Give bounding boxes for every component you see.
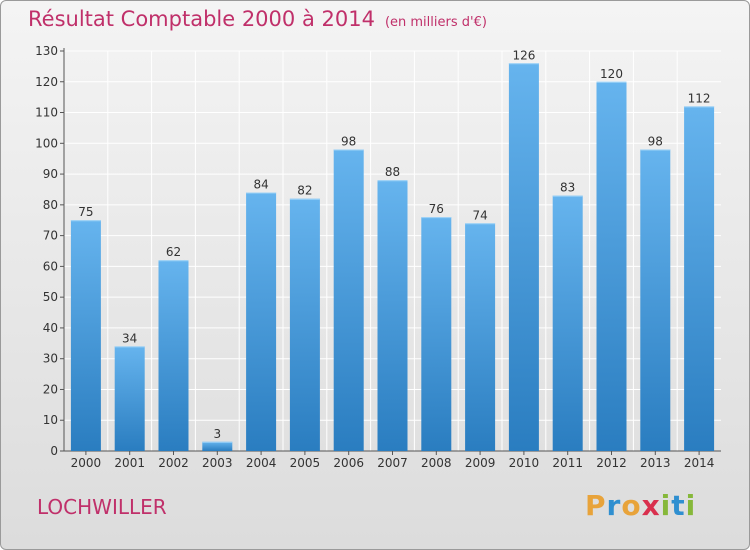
x-tick-label: 2001 [114, 456, 145, 470]
x-tick-label: 2000 [71, 456, 102, 470]
data-label: 76 [429, 202, 444, 216]
y-tick-label: 60 [43, 259, 58, 273]
y-tick-label: 40 [43, 321, 58, 335]
bar [684, 106, 715, 451]
data-label: 75 [78, 205, 93, 219]
y-tick-label: 80 [43, 198, 58, 212]
chart-unit: (en milliers d'€) [384, 15, 487, 30]
y-tick-label: 100 [35, 136, 58, 150]
x-tick-label: 2005 [290, 456, 321, 470]
logo-letter: r [606, 489, 622, 522]
bar [377, 180, 408, 451]
x-tick-label: 2002 [158, 456, 189, 470]
y-tick-label: 70 [43, 229, 58, 243]
data-label: 98 [341, 134, 356, 148]
logo-letter: x [641, 489, 661, 522]
x-tick-label: 2009 [465, 456, 496, 470]
bar [596, 81, 627, 452]
y-tick-label: 120 [35, 75, 58, 89]
x-tick-label: 2003 [202, 456, 233, 470]
bar [508, 63, 539, 452]
logo-letter: o [621, 489, 642, 522]
data-label: 88 [385, 165, 400, 179]
y-tick-label: 50 [43, 290, 58, 304]
bars [70, 63, 715, 452]
bar [552, 195, 583, 451]
data-label: 126 [512, 48, 535, 62]
x-tick-label: 2007 [377, 456, 408, 470]
data-label: 98 [648, 134, 663, 148]
data-label: 34 [122, 331, 137, 345]
bar [465, 223, 496, 451]
x-tick-label: 2012 [596, 456, 627, 470]
location-name: LOCHWILLER [37, 495, 167, 519]
logo-letter: P [585, 489, 607, 522]
bar [70, 220, 101, 451]
bar [289, 198, 320, 451]
y-tick-label: 110 [35, 106, 58, 120]
bar [202, 441, 233, 451]
y-tick-label: 0 [50, 444, 58, 458]
y-tick-label: 30 [43, 352, 58, 366]
x-tick-label: 2008 [421, 456, 452, 470]
logo-letter: t [671, 489, 686, 522]
y-tick-label: 130 [35, 44, 58, 58]
bar [114, 346, 145, 451]
data-labels: 75 34 62 3 84 82 98 88 76 74 126 83 120 98 112 [78, 48, 710, 440]
data-label: 120 [600, 67, 623, 81]
logo-letter: i [685, 489, 697, 522]
bar [421, 217, 452, 451]
data-label: 74 [472, 208, 487, 222]
x-tick-label: 2014 [684, 456, 715, 470]
x-tick-label: 2011 [552, 456, 583, 470]
data-label: 62 [166, 245, 181, 259]
data-label: 3 [213, 427, 221, 441]
y-tick-label: 90 [43, 167, 58, 181]
data-label: 112 [688, 91, 711, 105]
data-label: 83 [560, 181, 575, 195]
y-tick-label: 20 [43, 382, 58, 396]
chart-title-text: Résultat Comptable 2000 à 2014 [28, 7, 375, 31]
y-tick-label: 10 [43, 413, 58, 427]
x-tick-label: 2004 [246, 456, 277, 470]
x-tick-label: 2010 [509, 456, 540, 470]
data-label: 84 [253, 178, 268, 192]
logo-letter: i [660, 489, 672, 522]
x-tick-label: 2013 [640, 456, 671, 470]
bar [158, 260, 189, 451]
x-tick-label: 2006 [333, 456, 364, 470]
proxiti-logo: Proxiti [585, 489, 696, 522]
bar [640, 149, 671, 451]
bar [246, 192, 277, 452]
bar [333, 149, 364, 451]
chart-title: Résultat Comptable 2000 à 2014 (en millie… [28, 7, 487, 31]
data-label: 82 [297, 184, 312, 198]
